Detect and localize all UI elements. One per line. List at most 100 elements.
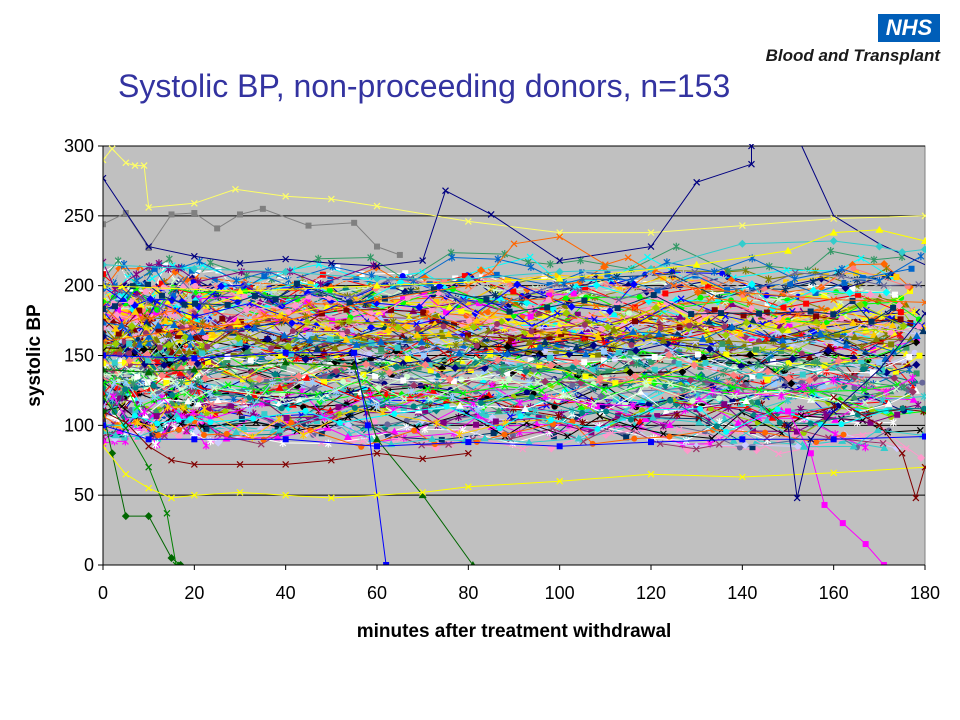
data-point (570, 290, 577, 297)
data-point (560, 391, 568, 399)
data-point (581, 297, 588, 304)
data-point (719, 270, 726, 277)
data-point (307, 280, 314, 287)
data-point (168, 494, 175, 502)
data-point (531, 406, 539, 415)
data-point (153, 287, 162, 295)
data-point (383, 562, 390, 565)
data-point (657, 299, 664, 306)
data-point (546, 260, 554, 269)
data-point (455, 349, 464, 357)
data-point (420, 352, 427, 359)
data-point (839, 520, 846, 527)
data-point (675, 360, 682, 367)
data-point (314, 288, 321, 296)
data-point (282, 349, 289, 356)
data-point (367, 323, 376, 332)
data-point (748, 160, 755, 168)
data-point (111, 324, 120, 332)
data-point (304, 340, 311, 347)
data-point (158, 371, 167, 380)
data-point (309, 377, 316, 386)
data-point (609, 325, 618, 333)
data-point (744, 290, 752, 298)
data-point (800, 382, 808, 391)
data-point (484, 332, 492, 340)
data-point (373, 281, 381, 289)
data-point (579, 269, 586, 276)
data-point (657, 325, 664, 332)
data-point (427, 395, 435, 403)
data-point (224, 301, 231, 308)
data-point (449, 286, 456, 293)
data-point (417, 382, 424, 389)
data-point (567, 302, 576, 311)
data-point (632, 346, 641, 355)
data-point (473, 342, 480, 349)
data-point (799, 442, 808, 450)
data-point (415, 303, 424, 312)
data-point (103, 311, 107, 319)
data-point (305, 336, 314, 344)
data-point (176, 368, 185, 376)
data-point (819, 321, 828, 329)
data-point (536, 362, 543, 369)
data-point (131, 162, 139, 169)
data-point (760, 356, 769, 364)
data-point (190, 491, 198, 499)
data-point (762, 429, 769, 436)
data-point (693, 178, 701, 186)
data-point (145, 436, 152, 443)
data-point (650, 292, 657, 299)
data-point (169, 392, 176, 399)
data-point (103, 156, 107, 164)
data-point (632, 360, 640, 369)
data-point (302, 407, 309, 414)
data-point (701, 311, 708, 318)
data-point (117, 388, 126, 396)
data-point (257, 353, 266, 361)
data-point (589, 366, 596, 373)
data-point (278, 395, 286, 403)
data-point (852, 269, 859, 276)
data-point (787, 280, 794, 287)
data-point (882, 374, 889, 381)
data-point (430, 286, 437, 293)
data-point (428, 434, 437, 442)
series-2 (103, 144, 755, 270)
data-point (111, 303, 118, 310)
data-point (109, 392, 117, 401)
data-point (263, 335, 272, 344)
series-line (103, 336, 917, 374)
data-point (133, 404, 141, 411)
data-point (327, 494, 335, 502)
data-point (402, 322, 411, 330)
data-point (244, 348, 251, 355)
data-point (506, 376, 513, 383)
data-point (781, 285, 789, 294)
data-point (830, 436, 837, 443)
data-point (793, 494, 801, 502)
series-line (103, 353, 920, 384)
data-point (635, 289, 642, 296)
data-point (274, 423, 281, 430)
data-point (327, 259, 335, 267)
data-point (103, 318, 107, 326)
data-point (351, 349, 358, 356)
data-point (498, 368, 506, 377)
data-point (383, 317, 390, 324)
data-point (317, 439, 325, 447)
data-point (232, 428, 241, 436)
data-point (160, 361, 169, 370)
data-point (719, 340, 726, 347)
data-point (908, 387, 917, 396)
data-point (522, 298, 531, 307)
data-point (136, 301, 145, 309)
data-point (122, 419, 130, 426)
series-line (103, 327, 901, 372)
data-point (479, 354, 487, 363)
data-point (103, 271, 106, 278)
data-point (442, 309, 449, 316)
data-point (527, 263, 535, 272)
data-point (541, 393, 549, 402)
